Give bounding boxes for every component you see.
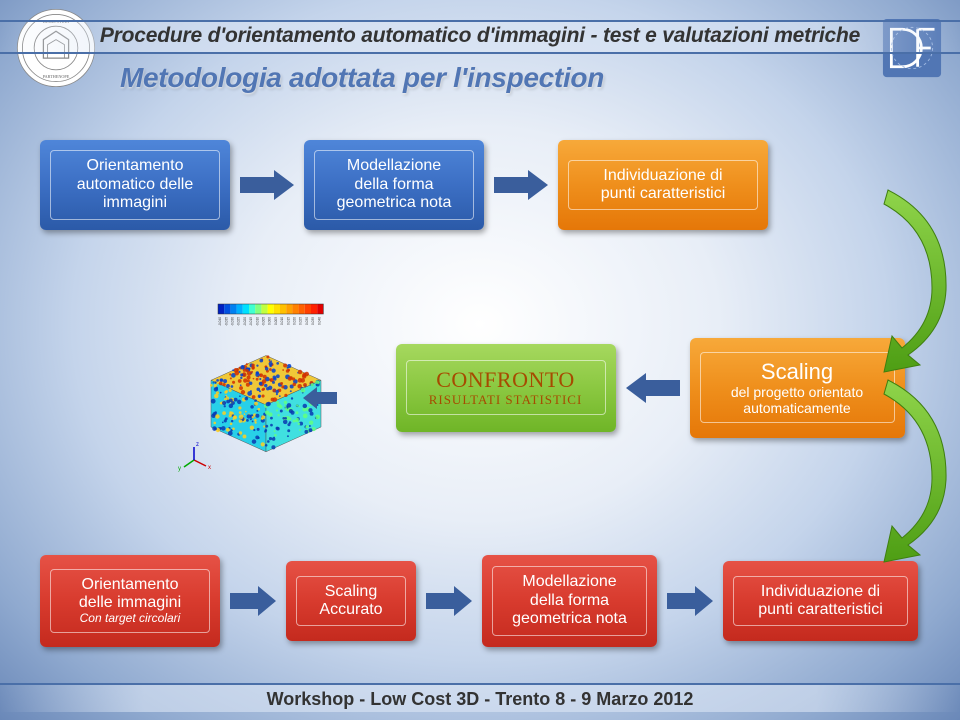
svg-text:-0.025: -0.025 xyxy=(236,317,240,326)
box-orientamento-auto: Orientamento automatico delle immagini xyxy=(40,140,230,230)
svg-text:0.015: 0.015 xyxy=(286,317,290,325)
curved-arrow-down-icon xyxy=(878,370,958,575)
svg-text:0.020: 0.020 xyxy=(292,317,296,325)
box-line: Accurato xyxy=(307,601,395,619)
box-line: della forma xyxy=(503,592,636,610)
svg-text:-0.035: -0.035 xyxy=(224,317,228,326)
svg-text:-0.040: -0.040 xyxy=(218,317,222,326)
cube-figure: -0.040-0.035-0.030-0.025-0.020-0.015-0.0… xyxy=(176,300,366,475)
box-line: RISULTATI STATISTICI xyxy=(417,393,595,408)
box-line: Modellazione xyxy=(325,157,463,175)
svg-text:-0.010: -0.010 xyxy=(255,317,259,326)
svg-text:0.040: 0.040 xyxy=(317,317,321,325)
box-modellazione: Modellazione della forma geometrica nota xyxy=(304,140,484,230)
box-line: punti caratteristici xyxy=(579,185,747,203)
page-title: Procedure d'orientamento automatico d'im… xyxy=(0,20,960,54)
svg-text:0.025: 0.025 xyxy=(298,317,302,325)
svg-text:-0.020: -0.020 xyxy=(242,317,246,326)
flow-row-1: Orientamento automatico delle immagini M… xyxy=(40,140,960,230)
box-orientamento-target: Orientamento delle immagini Con target c… xyxy=(40,555,220,647)
svg-text:-0.030: -0.030 xyxy=(230,317,234,326)
box-line: Individuazione di xyxy=(579,167,747,185)
box-line: del progetto orientato xyxy=(711,384,884,400)
box-line: della forma xyxy=(325,176,463,194)
box-line: punti caratteristici xyxy=(744,601,897,619)
svg-text:-0.015: -0.015 xyxy=(249,317,253,326)
svg-text:-0.005: -0.005 xyxy=(261,317,265,326)
flow-row-3: Orientamento delle immagini Con target c… xyxy=(40,555,960,647)
arrow-right-icon xyxy=(667,584,713,618)
arrow-right-icon xyxy=(494,168,548,202)
arrow-left-icon xyxy=(626,371,680,405)
box-line: Con target circolari xyxy=(61,612,199,626)
box-individuazione: Individuazione di punti caratteristici xyxy=(558,140,768,230)
box-line: Individuazione di xyxy=(744,583,897,601)
svg-text:z: z xyxy=(196,442,199,448)
arrow-right-icon xyxy=(230,584,276,618)
svg-text:x: x xyxy=(208,465,211,471)
flow-row-2: -0.040-0.035-0.030-0.025-0.020-0.015-0.0… xyxy=(120,300,960,475)
box-modellazione-3: Modellazione della forma geometrica nota xyxy=(482,555,657,647)
arrow-left-small-icon xyxy=(303,385,337,416)
box-line: Orientamento xyxy=(61,157,209,175)
box-line: CONFRONTO xyxy=(417,367,595,392)
box-line: delle immagini xyxy=(61,594,199,612)
box-confronto: CONFRONTO RISULTATI STATISTICI xyxy=(396,344,616,432)
box-line: Scaling xyxy=(307,583,395,601)
svg-text:0.035: 0.035 xyxy=(311,317,315,325)
svg-text:PARTHENOPE: PARTHENOPE xyxy=(43,74,70,79)
page-subtitle: Metodologia adottata per l'inspection xyxy=(120,62,604,94)
arrow-right-icon xyxy=(240,168,294,202)
box-line: Modellazione xyxy=(503,573,636,591)
box-line: geometrica nota xyxy=(503,610,636,628)
box-line: automaticamente xyxy=(711,400,884,416)
svg-text:y: y xyxy=(178,466,181,472)
box-line: Scaling xyxy=(711,359,884,384)
box-scaling: Scaling del progetto orientato automatic… xyxy=(690,338,905,438)
svg-text:0.030: 0.030 xyxy=(304,317,308,325)
box-line: Orientamento xyxy=(61,576,199,594)
svg-text:0.010: 0.010 xyxy=(280,317,284,325)
svg-text:0.005: 0.005 xyxy=(273,317,277,325)
arrow-right-icon xyxy=(426,584,472,618)
svg-text:0.000: 0.000 xyxy=(267,317,271,325)
box-line: geometrica nota xyxy=(325,194,463,212)
box-scaling-accurato: Scaling Accurato xyxy=(286,561,416,641)
curved-arrow-down-icon xyxy=(878,180,958,385)
box-line: automatico delle xyxy=(61,176,209,194)
box-line: immagini xyxy=(61,194,209,212)
footer-text: Workshop - Low Cost 3D - Trento 8 - 9 Ma… xyxy=(0,683,960,712)
